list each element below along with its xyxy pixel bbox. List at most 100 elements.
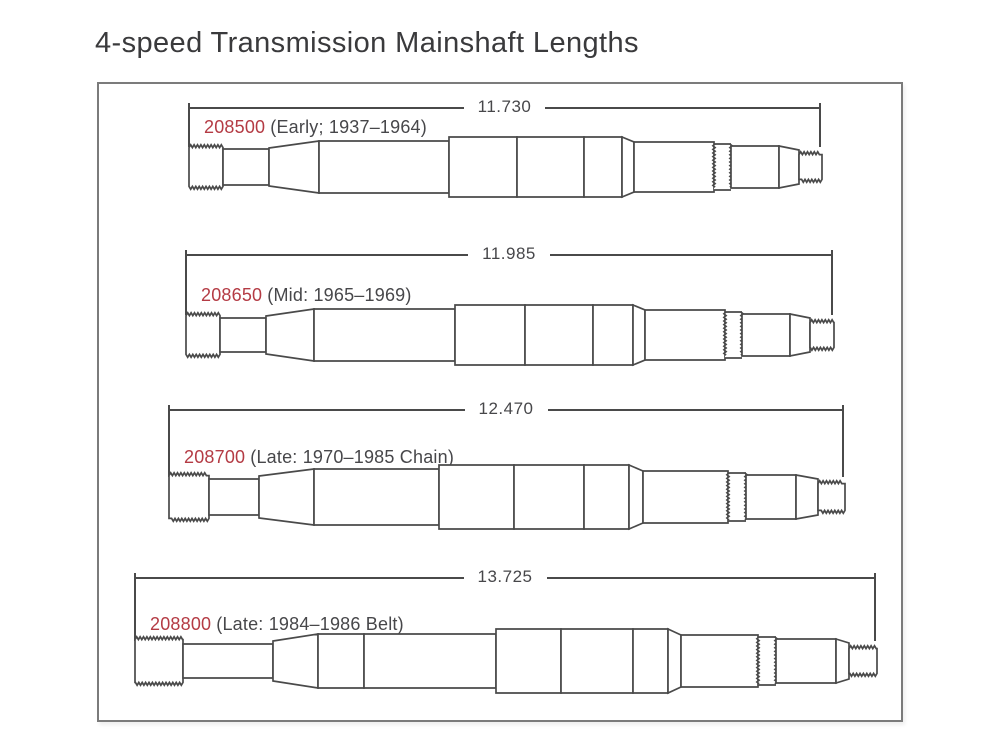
shaft-section xyxy=(495,628,562,694)
shaft-group-208800: 13.725 208800 (Late: 1984–1986 Belt) xyxy=(134,567,878,703)
shaft-section xyxy=(680,634,759,688)
spline-collar-bg xyxy=(714,144,731,190)
shaft-section xyxy=(313,308,456,362)
part-label: 208650 (Mid: 1965–1969) xyxy=(201,285,412,306)
dimension-line: 11.730 xyxy=(188,97,822,117)
spline-collar-bg xyxy=(758,637,776,685)
part-era: (Late: 1984–1986 Belt) xyxy=(216,614,404,634)
shaft-section xyxy=(524,304,594,366)
dimension-value: 13.725 xyxy=(477,567,533,586)
shaft-section xyxy=(775,638,837,684)
threaded-end xyxy=(798,150,823,184)
dimension-line-right xyxy=(546,577,876,579)
dimension-line: 13.725 xyxy=(134,567,876,587)
spline-collar-edge xyxy=(725,472,731,521)
shaft-section xyxy=(454,304,526,366)
dimension-tick-left xyxy=(168,405,170,477)
dimension-line-left xyxy=(168,409,465,411)
threaded-end xyxy=(848,644,878,678)
taper-section xyxy=(778,144,800,190)
shaft-section xyxy=(438,464,515,530)
shaft-section xyxy=(730,145,780,189)
spline-collar xyxy=(714,143,731,191)
mainshaft-drawing xyxy=(184,303,835,367)
shaft-section xyxy=(583,136,623,198)
shaft-section xyxy=(182,643,274,679)
dimension-value: 12.470 xyxy=(478,399,534,418)
shaft-group-208500: 11.730 208500 (Early; 1937–1964) xyxy=(187,97,823,209)
dimension-line-left xyxy=(188,107,464,109)
page-title: 4-speed Transmission Mainshaft Lengths xyxy=(95,27,639,59)
part-number: 208650 xyxy=(201,285,263,305)
mainshaft-drawing xyxy=(168,463,846,531)
taper-section xyxy=(258,468,315,526)
mainshaft-drawing xyxy=(187,135,823,199)
taper-section xyxy=(268,140,320,194)
dimension-tick-right xyxy=(819,103,821,147)
taper-section xyxy=(789,312,811,358)
part-era: (Mid: 1965–1969) xyxy=(267,285,412,305)
taper-section xyxy=(272,633,319,689)
shaft-section xyxy=(317,633,365,689)
dimension-line: 11.985 xyxy=(185,244,834,264)
part-era: (Late: 1970–1985 Chain) xyxy=(250,447,455,467)
shaft-section xyxy=(745,474,797,520)
dimension-line-left xyxy=(185,254,469,256)
threaded-end xyxy=(817,479,846,515)
dimension-tick-right xyxy=(831,250,833,315)
taper-section xyxy=(632,303,646,367)
taper-section xyxy=(795,473,819,521)
dimension-tick-left xyxy=(185,250,187,315)
dimension-line-left xyxy=(134,577,464,579)
shaft-group-208650: 11.985 208650 (Mid: 1965–1969) xyxy=(184,244,835,377)
spline-collar-bg xyxy=(725,312,742,358)
spline-collar-edge xyxy=(728,143,734,188)
spline-collar xyxy=(725,311,742,359)
shaft-section xyxy=(632,628,669,694)
shaft-section xyxy=(583,464,630,530)
shaft-section xyxy=(644,309,726,361)
shaft-section xyxy=(363,633,497,689)
shaft-group-208700: 12.470 208700 (Late: 1970–1985 Chain) xyxy=(168,399,846,539)
shaft-section xyxy=(513,464,585,530)
dimension-tick-left xyxy=(134,573,136,641)
dimension-value: 11.730 xyxy=(477,97,532,116)
shaft-section xyxy=(219,317,267,353)
shaft-section xyxy=(516,136,585,198)
spline-collar-bg xyxy=(728,473,746,521)
threaded-end xyxy=(187,143,224,191)
spline-collar-edge xyxy=(711,143,717,188)
spline-collar-edge xyxy=(739,311,745,356)
shaft-section xyxy=(642,470,729,524)
shaft-section xyxy=(560,628,634,694)
part-label: 208700 (Late: 1970–1985 Chain) xyxy=(184,447,455,468)
taper-section xyxy=(667,627,682,695)
taper-section xyxy=(621,135,635,199)
part-era: (Early; 1937–1964) xyxy=(270,117,427,137)
shaft-section xyxy=(313,468,440,526)
taper-section xyxy=(835,637,850,685)
threaded-end xyxy=(168,471,210,523)
dimension-line-right xyxy=(545,107,822,109)
spline-collar-edge xyxy=(722,311,728,356)
dimension-value: 11.985 xyxy=(482,244,536,263)
diagram-frame: 11.730 208500 (Early; 1937–1964) 11.985 2… xyxy=(97,82,903,722)
shaft-section xyxy=(208,478,260,516)
dimension-tick-right xyxy=(874,573,876,641)
threaded-end xyxy=(809,318,835,352)
part-number: 208700 xyxy=(184,447,246,467)
shaft-section xyxy=(741,313,791,357)
threaded-end xyxy=(134,635,184,687)
dimension-line-right xyxy=(549,254,834,256)
mainshaft-drawing xyxy=(134,627,878,695)
shaft-section xyxy=(222,148,270,186)
spline-collar-edge xyxy=(755,636,761,685)
dimension-line: 12.470 xyxy=(168,399,844,419)
shaft-section xyxy=(448,136,518,198)
threaded-end xyxy=(184,311,221,359)
shaft-section xyxy=(318,140,450,194)
part-label: 208500 (Early; 1937–1964) xyxy=(204,117,427,138)
dimension-line-right xyxy=(547,409,844,411)
shaft-section xyxy=(633,141,715,193)
